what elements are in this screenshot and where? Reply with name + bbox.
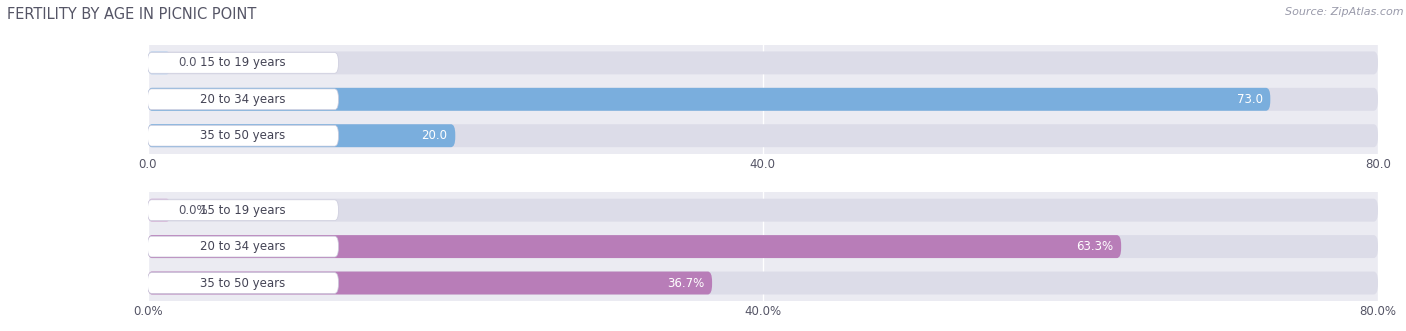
FancyBboxPatch shape xyxy=(148,51,170,74)
Text: 20 to 34 years: 20 to 34 years xyxy=(200,240,285,253)
FancyBboxPatch shape xyxy=(148,124,1378,147)
FancyBboxPatch shape xyxy=(148,199,170,222)
FancyBboxPatch shape xyxy=(148,235,1121,258)
Text: 73.0: 73.0 xyxy=(1236,93,1263,106)
Text: 63.3%: 63.3% xyxy=(1076,240,1114,253)
Text: 36.7%: 36.7% xyxy=(666,276,704,290)
FancyBboxPatch shape xyxy=(148,271,711,295)
Text: FERTILITY BY AGE IN PICNIC POINT: FERTILITY BY AGE IN PICNIC POINT xyxy=(7,7,256,22)
FancyBboxPatch shape xyxy=(148,235,1378,258)
Text: 15 to 19 years: 15 to 19 years xyxy=(200,56,285,70)
FancyBboxPatch shape xyxy=(148,89,339,110)
FancyBboxPatch shape xyxy=(148,200,339,220)
FancyBboxPatch shape xyxy=(148,199,1378,222)
FancyBboxPatch shape xyxy=(148,124,456,147)
Text: 0.0%: 0.0% xyxy=(179,204,208,217)
FancyBboxPatch shape xyxy=(148,88,1270,111)
Text: Source: ZipAtlas.com: Source: ZipAtlas.com xyxy=(1285,7,1403,17)
Text: 35 to 50 years: 35 to 50 years xyxy=(200,129,285,142)
FancyBboxPatch shape xyxy=(148,273,339,293)
FancyBboxPatch shape xyxy=(148,88,1378,111)
Text: 20 to 34 years: 20 to 34 years xyxy=(200,93,285,106)
Text: 0.0: 0.0 xyxy=(179,56,197,70)
FancyBboxPatch shape xyxy=(148,271,1378,295)
Text: 20.0: 20.0 xyxy=(422,129,447,142)
FancyBboxPatch shape xyxy=(148,236,339,257)
FancyBboxPatch shape xyxy=(148,125,339,146)
Text: 35 to 50 years: 35 to 50 years xyxy=(200,276,285,290)
Text: 15 to 19 years: 15 to 19 years xyxy=(200,204,285,217)
FancyBboxPatch shape xyxy=(148,53,339,73)
FancyBboxPatch shape xyxy=(148,51,1378,74)
